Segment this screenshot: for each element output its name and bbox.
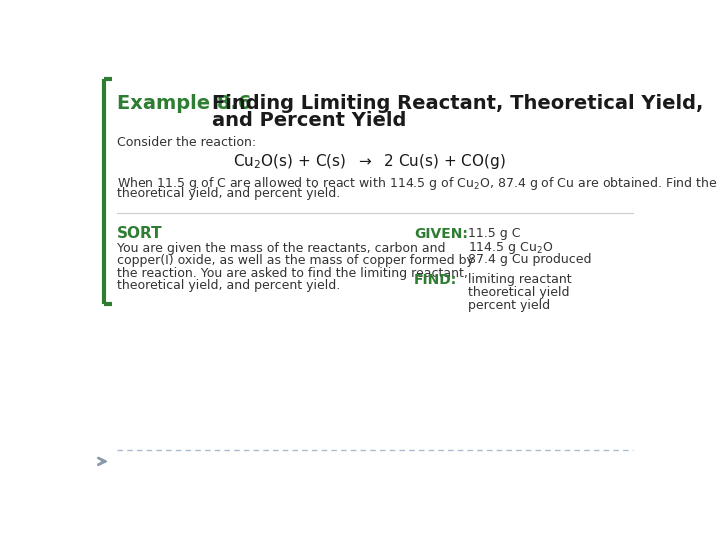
Text: GIVEN:: GIVEN: <box>414 226 468 240</box>
Text: theoretical yield, and percent yield.: theoretical yield, and percent yield. <box>117 279 341 292</box>
Text: You are given the mass of the reactants, carbon and: You are given the mass of the reactants,… <box>117 242 446 255</box>
Text: 87.4 g Cu produced: 87.4 g Cu produced <box>468 253 592 266</box>
Text: copper(I) oxide, as well as the mass of copper formed by: copper(I) oxide, as well as the mass of … <box>117 254 474 267</box>
Text: the reaction. You are asked to find the limiting reactant,: the reaction. You are asked to find the … <box>117 267 468 280</box>
Text: limiting reactant: limiting reactant <box>468 273 572 286</box>
Text: 11.5 g C: 11.5 g C <box>468 226 521 240</box>
Text: When 11.5 g of C are allowed to react with 114.5 g of Cu$_2$O, 87.4 g of Cu are : When 11.5 g of C are allowed to react wi… <box>117 175 720 192</box>
Text: theoretical yield: theoretical yield <box>468 286 570 299</box>
Text: Finding Limiting Reactant, Theoretical Yield,: Finding Limiting Reactant, Theoretical Y… <box>212 94 704 113</box>
Text: FIND:: FIND: <box>414 273 457 287</box>
Text: Cu$_2$O(s) + C(s)  $\rightarrow$  2 Cu(s) + CO(g): Cu$_2$O(s) + C(s) $\rightarrow$ 2 Cu(s) … <box>233 152 505 171</box>
Text: and Percent Yield: and Percent Yield <box>212 111 407 130</box>
Text: theoretical yield, and percent yield.: theoretical yield, and percent yield. <box>117 187 341 200</box>
Text: Consider the reaction:: Consider the reaction: <box>117 137 256 150</box>
Text: 114.5 g Cu$_2$O: 114.5 g Cu$_2$O <box>468 240 554 255</box>
Text: percent yield: percent yield <box>468 299 550 312</box>
Text: SORT: SORT <box>117 226 163 241</box>
Text: Example 8.6: Example 8.6 <box>117 94 251 113</box>
